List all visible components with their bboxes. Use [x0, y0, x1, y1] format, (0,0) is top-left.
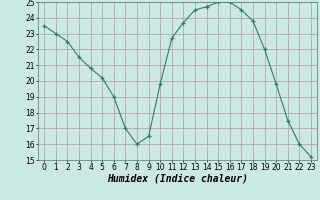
X-axis label: Humidex (Indice chaleur): Humidex (Indice chaleur): [107, 174, 248, 184]
